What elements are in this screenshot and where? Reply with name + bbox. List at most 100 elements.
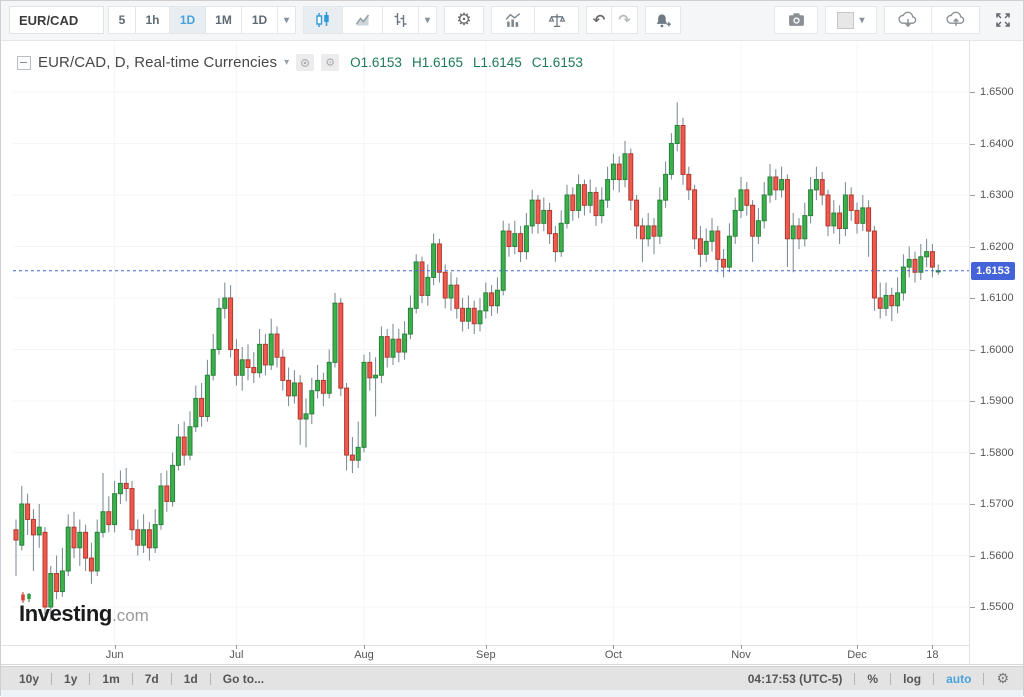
- time-axis-label: Nov: [731, 649, 751, 661]
- background-group: ▾: [825, 6, 877, 34]
- color-swatch: [837, 11, 855, 29]
- separator: [89, 672, 91, 685]
- settings-button[interactable]: ⚙: [444, 6, 484, 34]
- price-axis-label: 1.6300: [980, 189, 1014, 201]
- candlestick-plot[interactable]: [13, 42, 969, 646]
- price-axis-label: 1.6400: [980, 137, 1014, 150]
- chart-bottom-border: [1, 664, 1023, 665]
- high-value: H1.6165: [411, 55, 463, 70]
- cloud-group: [884, 6, 980, 34]
- series-settings-button[interactable]: ⚙: [321, 54, 340, 71]
- camera-icon: [788, 13, 804, 26]
- separator: [890, 672, 892, 685]
- logo-brand-text: Investing: [19, 601, 112, 626]
- interval-1d2-button[interactable]: 1D: [242, 6, 278, 34]
- area-type-button[interactable]: [343, 6, 383, 34]
- indicators-button[interactable]: [491, 6, 535, 34]
- time-axis-label: Oct: [604, 649, 622, 661]
- fullscreen-button[interactable]: [987, 6, 1019, 34]
- range-1d-button[interactable]: 1d: [183, 671, 198, 686]
- range-1m-button[interactable]: 1m: [102, 671, 120, 686]
- save-chart-button[interactable]: [932, 6, 980, 34]
- bottom-toolbar-right: 04:17:53 (UTC-5) % log auto ⚙: [736, 671, 1009, 687]
- interval-more-button[interactable]: ▾: [278, 6, 296, 34]
- collapse-icon[interactable]: [17, 55, 31, 70]
- fullscreen-group: [987, 6, 1019, 34]
- study-group: [491, 6, 579, 34]
- gear-icon: ⚙: [456, 10, 472, 30]
- bottom-strip: [1, 690, 1023, 697]
- time-axis-label: Sep: [476, 649, 496, 661]
- scales-icon: [548, 14, 565, 28]
- price-axis-tick: [970, 195, 975, 196]
- investing-logo: Investing.com: [19, 592, 149, 627]
- interval-group: 5 1h 1D 1M 1D ▾: [108, 6, 296, 34]
- settings-group: ⚙: [444, 6, 484, 34]
- price-axis-label: 1.5500: [980, 601, 1014, 613]
- separator: [983, 672, 985, 685]
- log-scale-button[interactable]: log: [903, 671, 922, 686]
- price-axis-tick: [970, 401, 975, 402]
- undo-button[interactable]: ↶: [586, 6, 612, 34]
- price-axis-label: 1.5700: [980, 498, 1014, 510]
- alert-group: [645, 6, 681, 34]
- separator: [209, 672, 211, 685]
- price-axis-border: [969, 41, 970, 664]
- percent-scale-button[interactable]: %: [867, 671, 879, 686]
- symbol-input[interactable]: EUR/CAD: [9, 6, 104, 34]
- range-10y-button[interactable]: 10y: [19, 671, 40, 686]
- load-chart-button[interactable]: [884, 6, 932, 34]
- price-axis-label: 1.6200: [980, 240, 1014, 253]
- area-chart-icon: [355, 14, 370, 26]
- legend-title[interactable]: EUR/CAD, D, Real-time Currencies: [38, 54, 278, 71]
- logo-candles-icon: [21, 592, 31, 603]
- gear-icon: ⚙: [325, 56, 336, 69]
- background-color-button[interactable]: ▾: [825, 6, 877, 34]
- range-7d-button[interactable]: 7d: [144, 671, 159, 686]
- candlestick-type-button[interactable]: [303, 6, 343, 34]
- axis-settings-gear-icon[interactable]: ⚙: [996, 670, 1009, 687]
- range-1y-button[interactable]: 1y: [64, 671, 78, 686]
- ohlc-values: O1.6153 H1.6165 L1.6145 C1.6153: [350, 55, 583, 70]
- time-axis-tick: [364, 645, 365, 649]
- chart-type-more-button[interactable]: ▾: [419, 6, 437, 34]
- chart-legend: EUR/CAD, D, Real-time Currencies ▾ ⚙ O1.…: [17, 54, 583, 71]
- last-price-tag: 1.6153: [971, 261, 1015, 280]
- time-axis-tick: [741, 645, 742, 649]
- price-axis-tick: [970, 504, 975, 505]
- add-alert-button[interactable]: [645, 6, 681, 34]
- chevron-down-icon: ▾: [424, 14, 431, 26]
- interval-1d-button[interactable]: 1D: [170, 6, 206, 34]
- interval-1h-button[interactable]: 1h: [136, 6, 170, 34]
- price-axis-tick: [970, 92, 975, 93]
- redo-button[interactable]: ↷: [612, 6, 638, 34]
- price-axis-label: 1.6000: [980, 343, 1014, 356]
- separator: [170, 672, 172, 685]
- symbol-text: EUR/CAD: [19, 12, 79, 28]
- time-axis-tick: [932, 645, 934, 649]
- chevron-down-icon: ▾: [283, 14, 290, 26]
- undo-icon: ↶: [592, 11, 606, 29]
- time-axis-tick: [114, 645, 116, 649]
- time-axis-label: 18: [926, 649, 939, 661]
- time-axis-label: Aug: [354, 649, 374, 661]
- auto-scale-button[interactable]: auto: [946, 671, 972, 686]
- fullscreen-icon: [996, 13, 1010, 27]
- goto-date-button[interactable]: Go to...: [222, 671, 265, 686]
- price-axis-tick: [970, 555, 975, 557]
- snapshot-button[interactable]: [774, 6, 818, 34]
- interval-1m-button[interactable]: 1M: [206, 6, 242, 34]
- chart-type-group: ▾: [303, 6, 437, 34]
- cloud-download-icon: [898, 11, 917, 28]
- compare-button[interactable]: [535, 6, 579, 34]
- time-axis-tick: [857, 645, 858, 649]
- visibility-toggle-button[interactable]: [296, 54, 315, 71]
- time-axis-label: Jun: [105, 649, 124, 661]
- chevron-down-icon[interactable]: ▾: [284, 57, 290, 68]
- bars-type-button[interactable]: [383, 6, 419, 34]
- separator: [854, 672, 856, 685]
- price-axis-tick: [970, 246, 975, 248]
- close-value: C1.6153: [531, 55, 583, 70]
- interval-5-button[interactable]: 5: [108, 6, 136, 34]
